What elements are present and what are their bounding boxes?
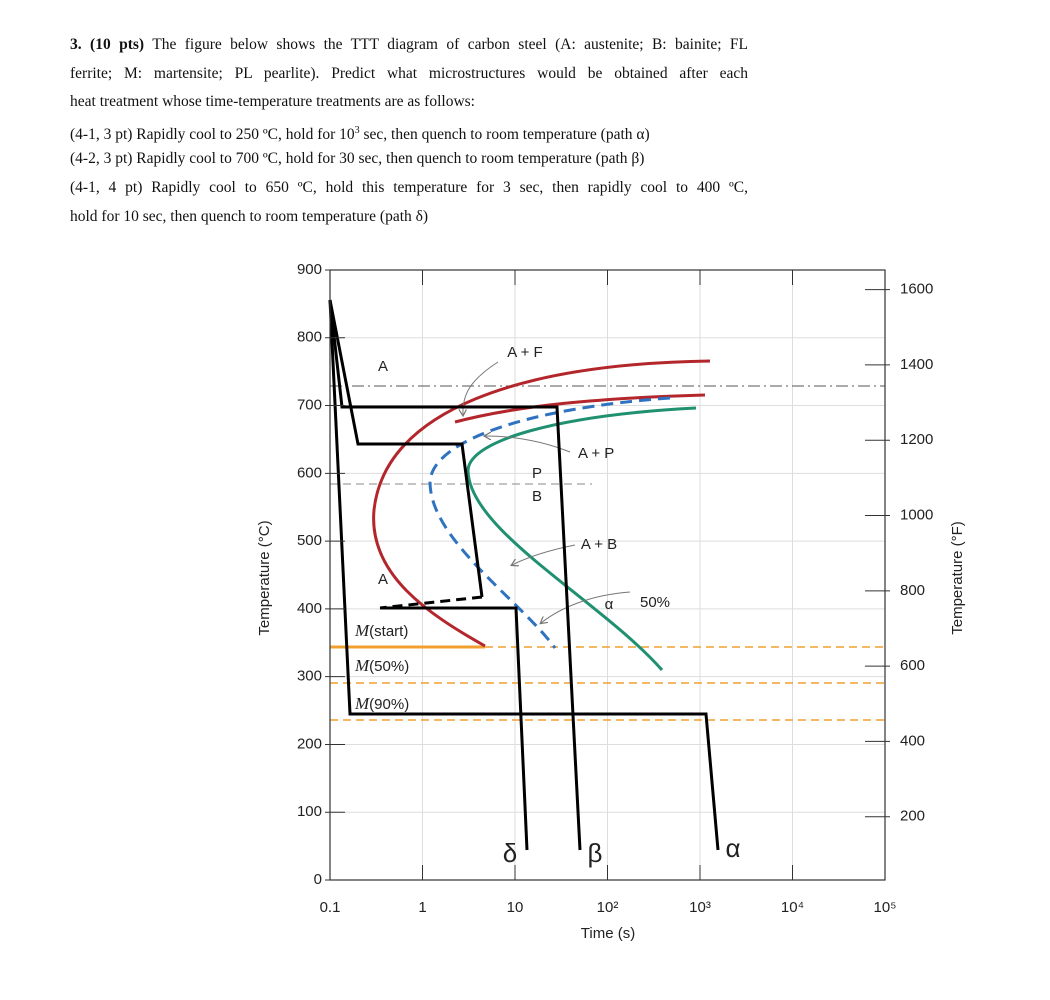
m-symbol: M	[354, 621, 370, 640]
y-tick-label: 800	[297, 329, 322, 346]
x-tick-label: 10	[507, 899, 524, 916]
y-tick-label: 0	[314, 871, 322, 888]
region-label: A + B	[581, 536, 617, 553]
path-beta	[328, 299, 582, 851]
x-tick-label: 10⁴	[781, 899, 804, 916]
question-line: (4-1, 3 pt) Rapidly cool to 250 ºC, hold…	[70, 117, 748, 146]
path-delta	[328, 299, 484, 598]
y2-tick-label: 1600	[900, 281, 933, 298]
text: (4-1, 3 pt) Rapidly cool to 250 ºC, hold…	[70, 125, 355, 143]
m-text: (50%)	[369, 658, 409, 675]
pointer	[512, 544, 576, 565]
half-curve	[428, 396, 671, 649]
region-label: α	[605, 596, 614, 613]
m-text: (start)	[369, 623, 408, 640]
start-curve	[372, 359, 711, 648]
region-label: B	[532, 488, 542, 505]
region-label: A	[378, 571, 388, 588]
y-tick-label: 200	[297, 735, 322, 752]
text: (4-2, 3 pt) Rapidly cool to 700 ºC, hold…	[70, 150, 645, 168]
pointer	[463, 361, 499, 415]
y2-axis-label: Temperature (°F)	[949, 521, 966, 635]
text: heat treatment whose time-temperature tr…	[70, 93, 475, 111]
y2-tick-label: 600	[900, 657, 925, 674]
x-tick-label: 1	[418, 899, 426, 916]
heading: 3. (10 pts)	[70, 36, 145, 53]
superscript: 3	[354, 124, 360, 136]
m-text: (90%)	[369, 696, 409, 713]
y-tick-label: 500	[297, 532, 322, 549]
y-tick-label: 400	[297, 600, 322, 617]
m-label: M(90%)	[354, 694, 409, 713]
region-label: A + P	[578, 445, 614, 462]
y-tick-label: 100	[297, 803, 322, 820]
m-symbol: M	[354, 656, 370, 675]
x-tick-label: 0.1	[320, 899, 341, 916]
m-label: M(start)	[354, 621, 408, 640]
region-label: 50%	[640, 594, 670, 611]
y2-tick-label: 1000	[900, 506, 933, 523]
y2-tick-label: 800	[900, 582, 925, 599]
x-tick-label: 10³	[689, 899, 711, 916]
question: 3. (10 pts) The figure below shows the T…	[70, 31, 748, 231]
y-tick-label: 600	[297, 464, 322, 481]
text: The figure below shows the TTT diagram o…	[144, 36, 749, 53]
y2-tick-label: 1400	[900, 356, 933, 373]
y2-tick-label: 1200	[900, 431, 933, 448]
text: ferrite; M: martensite; PL pearlite). Pr…	[70, 64, 748, 82]
question-line: 3. (10 pts) The figure below shows the T…	[70, 31, 748, 60]
path-delta	[380, 606, 529, 851]
y-axis-label: Temperature (°C)	[256, 520, 273, 635]
text: (4-1, 4 pt) Rapidly cool to 650 ºC, hold…	[70, 178, 748, 196]
text: hold for 10 sec, then quench to room tem…	[70, 207, 429, 225]
path-delta	[379, 595, 483, 610]
x-tick-label: 10²	[597, 899, 619, 916]
y-tick-label: 300	[297, 668, 322, 685]
x-tick-label: 10⁵	[874, 899, 897, 916]
pointer	[485, 436, 571, 453]
m-symbol: M	[354, 694, 370, 713]
path-label: δ	[503, 838, 517, 868]
grid	[329, 269, 886, 881]
y2-tick-label: 400	[900, 732, 925, 749]
text: sec, then quench to room temperature (pa…	[359, 125, 650, 143]
question-line: hold for 10 sec, then quench to room tem…	[70, 203, 748, 232]
question-line: (4-2, 3 pt) Rapidly cool to 700 ºC, hold…	[70, 145, 748, 174]
path-label: β	[588, 838, 603, 868]
pointer	[541, 591, 631, 623]
x-axis-label: Time (s)	[581, 925, 635, 942]
region-label: A	[378, 358, 388, 375]
region-label: P	[532, 465, 542, 482]
region-label: A + F	[507, 344, 542, 361]
m-label: M(50%)	[354, 656, 409, 675]
path-alpha	[328, 299, 720, 851]
path-label: α	[725, 833, 740, 863]
y2-tick-label: 200	[900, 808, 925, 825]
end-curve	[466, 406, 697, 671]
y-tick-label: 700	[297, 397, 322, 414]
question-line: (4-1, 4 pt) Rapidly cool to 650 ºC, hold…	[70, 174, 748, 203]
question-line: heat treatment whose time-temperature tr…	[70, 88, 748, 117]
question-line: ferrite; M: martensite; PL pearlite). Pr…	[70, 60, 748, 89]
y-tick-label: 900	[297, 261, 322, 278]
finish-curve	[454, 393, 706, 424]
